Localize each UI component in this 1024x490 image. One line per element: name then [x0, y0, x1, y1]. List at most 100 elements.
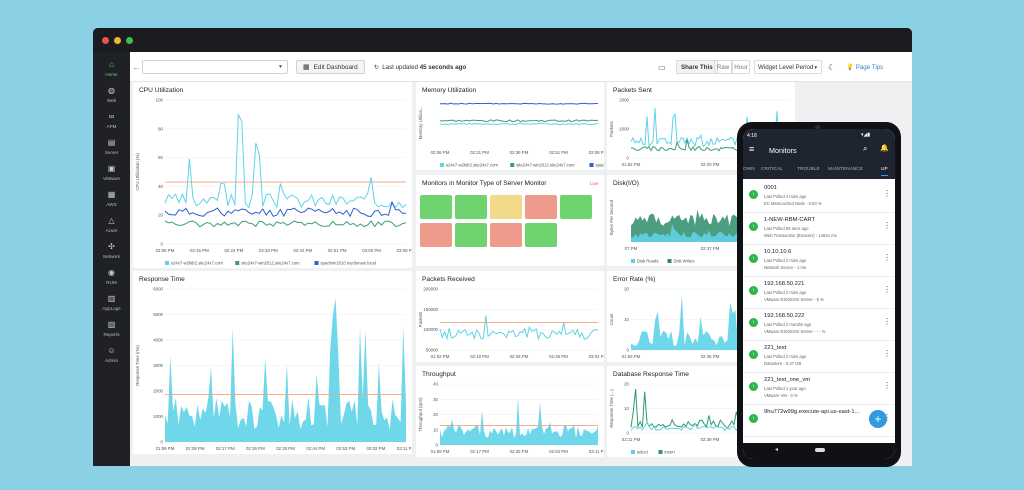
legend-label: s24x7-w2k8r2.site24x7.com — [171, 260, 223, 265]
y-axis-label: Bytes Per Second — [609, 199, 614, 235]
panel-response[interactable]: Response Time Response Time (ms) 6000 5000 4… — [133, 271, 412, 454]
last-polled: Last Polled 2 mins ago — [764, 354, 807, 359]
x-tick-label: 02:10 PM — [470, 354, 489, 359]
sidebar-item-vmware[interactable]: ▣ VMware — [93, 164, 130, 190]
monitor-status-cell[interactable] — [455, 195, 487, 219]
x-tick-label: 02:24 PM — [224, 248, 243, 253]
monitor-list-item[interactable]: ↑ 192.168.50.221 Last Polled 2 mins ago VMw… — [743, 277, 895, 309]
monitor-list-item[interactable]: ↑ 1-NEW-RBM-CART Last Polled 55 secs ago We… — [743, 213, 895, 245]
x-tick-label: 03:11 PM — [589, 449, 604, 454]
more-menu-icon[interactable]: ⋮ — [883, 189, 891, 198]
panel-throughput[interactable]: Throughput Throughput (rpm) 40 30 20 10 0 01:59… — [416, 366, 604, 457]
nav-home-icon[interactable] — [815, 448, 825, 452]
sidebar-item-reports[interactable]: ▨ Reports — [93, 320, 130, 346]
more-menu-icon[interactable]: ⋮ — [883, 253, 891, 262]
sidebar-item-rum[interactable]: ◉ RUM — [93, 268, 130, 294]
x-tick-label: 01:59 PM — [622, 354, 641, 359]
monitor-status-cell[interactable] — [490, 223, 522, 247]
y-tick-label: 20 — [433, 412, 438, 417]
monitor-status-cell[interactable] — [455, 223, 487, 247]
tab-own[interactable]: OWN — [743, 167, 755, 172]
monitor-status-cell[interactable] — [420, 223, 452, 247]
last-polled: Last Polled 1 year ago — [764, 386, 806, 391]
legend-label: site24x7-win2012.site24x7.com — [241, 260, 300, 265]
up-status-icon: ↑ — [749, 350, 758, 359]
sidebar-item-label: Azure — [105, 228, 118, 233]
page-tips-link[interactable]: 💡 Page Tips — [846, 60, 883, 74]
more-menu-icon[interactable]: ⋮ — [883, 317, 891, 326]
monitor-status-cell[interactable] — [525, 223, 557, 247]
more-menu-icon[interactable]: ⋮ — [883, 349, 891, 358]
period-select[interactable]: Widget Level Period ▼ — [754, 60, 822, 74]
monitor-status-cell[interactable] — [560, 195, 592, 219]
refresh-icon[interactable]: ↻ — [374, 63, 380, 71]
sidebar-item-network[interactable]: ✣ Network — [93, 242, 130, 268]
monitor-status-cell[interactable] — [420, 195, 452, 219]
panel-cpu[interactable]: CPU Utilization CPU Utilization (%) 100 80 6… — [133, 82, 412, 268]
azure-icon: △ — [108, 216, 115, 225]
panel-title: Monitors in Monitor Type of Server Monit… — [422, 180, 547, 187]
up-status-icon: ↑ — [749, 382, 758, 391]
panel-memory[interactable]: Memory Utilization Memory Utiliza... 02:06… — [416, 82, 604, 170]
edit-dashboard-button[interactable]: ▦ Edit Dashboard — [296, 60, 365, 74]
sidebar-item-apm[interactable]: ∞ APM — [93, 112, 130, 138]
panel-packets_received[interactable]: Packets Received Packets 200000 150000 10000… — [416, 271, 604, 362]
panel-title: CPU Utilization — [139, 87, 184, 94]
more-menu-icon[interactable]: ⋮ — [883, 413, 891, 422]
sidebar-item-label: RUM — [106, 280, 117, 285]
series-line — [164, 114, 407, 209]
sidebar-item-server[interactable]: ▤ Server — [93, 138, 130, 164]
tv-mode-icon[interactable]: ▭ — [658, 62, 666, 72]
monitor-list-item[interactable]: ↑ 192.168.50.222 Last Polled 2 months ago V… — [743, 309, 895, 341]
sidebar-item-azure[interactable]: △ Azure — [93, 216, 130, 242]
monitor-status-cell[interactable] — [490, 195, 522, 219]
more-menu-icon[interactable]: ⋮ — [883, 285, 891, 294]
monitor-list-item[interactable]: ↑ 0001 Last Polled 4 mins ago EC Memcached … — [743, 181, 895, 213]
monitor-list-item[interactable]: ↑ 9hu772w99g.execute-api.us-east-1... ⋮ — [743, 405, 895, 437]
tab-up[interactable]: UP — [881, 167, 888, 176]
y-tick-label: 1000 — [153, 414, 163, 419]
y-tick-label: 0 — [627, 156, 630, 161]
minimize-dot[interactable] — [114, 37, 121, 44]
menu-icon[interactable]: ≡ — [749, 144, 755, 154]
x-tick-label: 03:02 PM — [366, 446, 385, 451]
close-dot[interactable] — [102, 37, 109, 44]
sidebar-item-home[interactable]: ⌂ Home — [93, 60, 130, 86]
back-arrow-icon[interactable]: ← — [132, 62, 141, 72]
phone-screen: 4:18 ▾◢▮ ≡ Monitors ⌕ 🔔 OWN CRITICAL TROUB… — [743, 129, 895, 459]
sidebar-item-applogs[interactable]: ▥ AppLogs — [93, 294, 130, 320]
monitor-list-item[interactable]: ↑ 10.10.10.6 Last Polled 2 mins ago Network… — [743, 245, 895, 277]
dashboard-select[interactable]: ▼ — [142, 60, 288, 74]
more-menu-icon[interactable]: ⋮ — [883, 221, 891, 230]
nav-back-icon[interactable]: ◂ — [775, 447, 779, 453]
sidebar-item-label: Home — [105, 72, 118, 77]
hour-toggle[interactable]: Hour — [732, 60, 750, 74]
bell-icon[interactable]: 🔔 — [880, 145, 889, 152]
tab-critical[interactable]: CRITICAL — [761, 167, 783, 172]
panel-monitors[interactable]: Monitors in Monitor Type of Server Monit… — [416, 175, 604, 266]
series-area — [440, 397, 598, 445]
sidebar-item-web[interactable]: ◍ Web — [93, 86, 130, 112]
sidebar-item-admin[interactable]: ☺ Admin — [93, 346, 130, 372]
search-icon[interactable]: ⌕ — [863, 144, 868, 153]
bulb-icon: 💡 — [846, 64, 854, 71]
y-tick-label: 0 — [161, 242, 164, 247]
y-tick-label: 200000 — [423, 287, 438, 292]
more-menu-icon[interactable]: ⋮ — [883, 381, 891, 390]
y-axis-label: Response Time (ms) — [135, 345, 140, 386]
monitor-list-item[interactable]: ↑ 221_test_one_vm Last Polled 1 year ago VM… — [743, 373, 895, 405]
raw-toggle[interactable]: Raw — [714, 60, 732, 74]
share-button[interactable]: Share This — [676, 60, 718, 74]
moon-icon[interactable]: ☾ — [828, 62, 836, 72]
add-fab-button[interactable]: + — [869, 410, 887, 428]
tab-maintenance[interactable]: MAINTENANCE — [828, 167, 863, 172]
maximize-dot[interactable] — [126, 37, 133, 44]
monitor-list-item[interactable]: ↑ 221_test Last Polled 2 mins ago Datastore… — [743, 341, 895, 373]
sidebar-item-aws[interactable]: ▦ AWS — [93, 190, 130, 216]
grid-icon: ▦ — [303, 64, 310, 71]
tab-trouble[interactable]: TROUBLE — [797, 167, 820, 172]
y-tick-label: 1000 — [619, 127, 629, 132]
up-status-icon: ↑ — [749, 318, 758, 327]
monitor-status-cell[interactable] — [525, 195, 557, 219]
